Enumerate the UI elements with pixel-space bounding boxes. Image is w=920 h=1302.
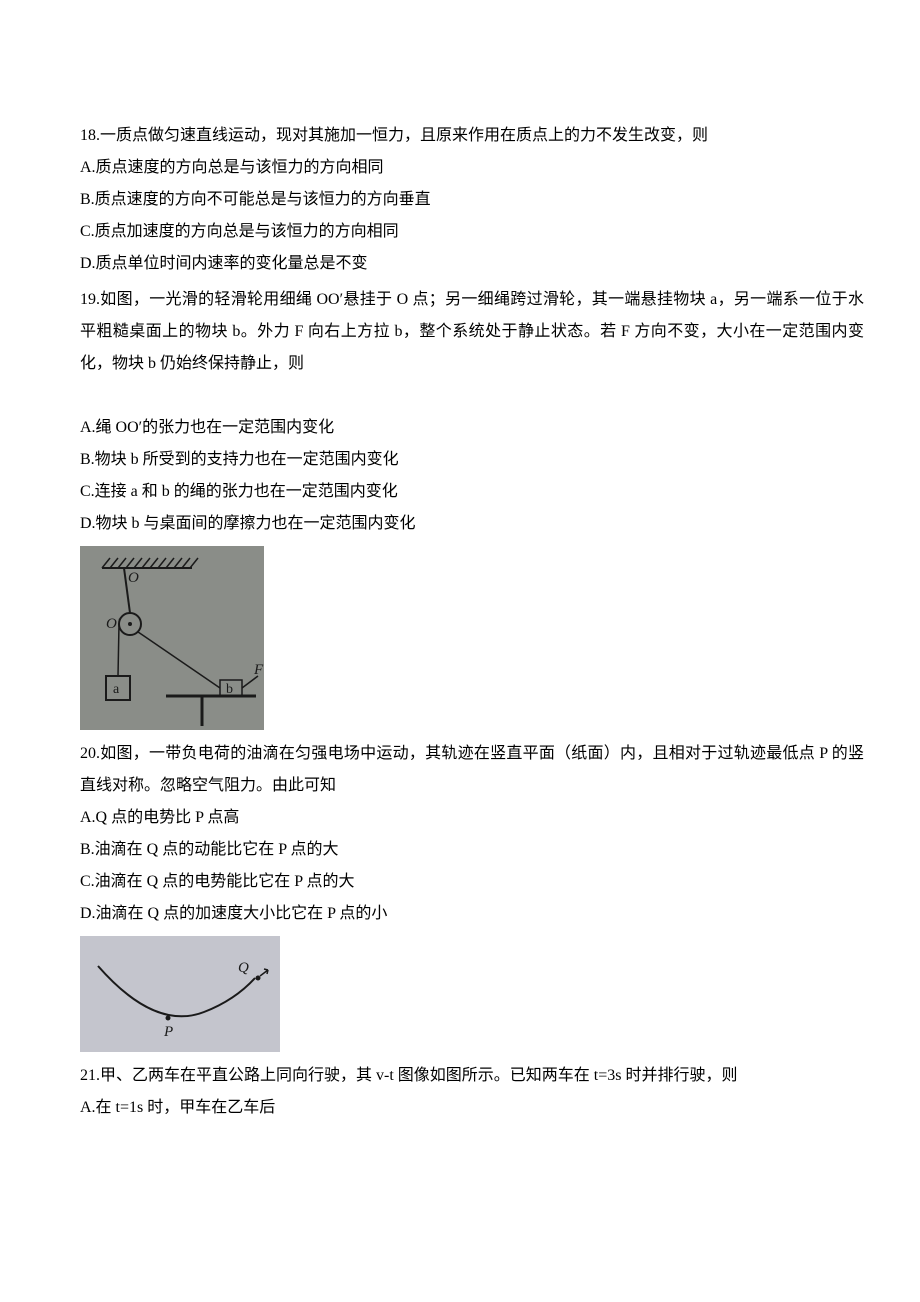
q19-figure: O O′ a b F	[80, 546, 864, 730]
svg-text:Q: Q	[238, 960, 249, 976]
question-21: 21.甲、乙两车在平直公路上同向行驶，其 v-t 图像如图所示。已知两车在 t=…	[80, 1060, 864, 1124]
q21-option-a: A.在 t=1s 时，甲车在乙车后	[80, 1092, 864, 1124]
q20-figure: P Q	[80, 936, 864, 1052]
svg-text:a: a	[113, 682, 120, 697]
q18-stem: 18.一质点做匀速直线运动，现对其施加一恒力，且原来作用在质点上的力不发生改变，…	[80, 120, 864, 152]
q20-option-a: A.Q 点的电势比 P 点高	[80, 802, 864, 834]
svg-text:b: b	[226, 682, 233, 697]
svg-text:F: F	[253, 662, 264, 678]
question-18: 18.一质点做匀速直线运动，现对其施加一恒力，且原来作用在质点上的力不发生改变，…	[80, 120, 864, 280]
q19-option-b: B.物块 b 所受到的支持力也在一定范围内变化	[80, 444, 864, 476]
q19-stem: 19.如图，一光滑的轻滑轮用细绳 OO′悬挂于 O 点；另一细绳跨过滑轮，其一端…	[80, 284, 864, 380]
q20-diagram-svg: P Q	[80, 936, 280, 1052]
q18-option-b: B.质点速度的方向不可能总是与该恒力的方向垂直	[80, 184, 864, 216]
q19-option-a: A.绳 OO′的张力也在一定范围内变化	[80, 412, 864, 444]
q18-option-d: D.质点单位时间内速率的变化量总是不变	[80, 248, 864, 280]
q19-diagram-svg: O O′ a b F	[80, 546, 264, 730]
q19-option-c: C.连接 a 和 b 的绳的张力也在一定范围内变化	[80, 476, 864, 508]
q18-option-c: C.质点加速度的方向总是与该恒力的方向相同	[80, 216, 864, 248]
q21-stem: 21.甲、乙两车在平直公路上同向行驶，其 v-t 图像如图所示。已知两车在 t=…	[80, 1060, 864, 1092]
q18-option-a: A.质点速度的方向总是与该恒力的方向相同	[80, 152, 864, 184]
q20-stem: 20.如图，一带负电荷的油滴在匀强电场中运动，其轨迹在竖直平面（纸面）内，且相对…	[80, 738, 864, 802]
svg-text:O: O	[128, 570, 139, 586]
question-19: 19.如图，一光滑的轻滑轮用细绳 OO′悬挂于 O 点；另一细绳跨过滑轮，其一端…	[80, 284, 864, 730]
q19-option-d: D.物块 b 与桌面间的摩擦力也在一定范围内变化	[80, 508, 864, 540]
svg-text:O′: O′	[106, 616, 121, 632]
q20-option-d: D.油滴在 Q 点的加速度大小比它在 P 点的小	[80, 898, 864, 930]
svg-text:P: P	[163, 1024, 173, 1040]
q20-option-b: B.油滴在 Q 点的动能比它在 P 点的大	[80, 834, 864, 866]
q20-option-c: C.油滴在 Q 点的电势能比它在 P 点的大	[80, 866, 864, 898]
question-20: 20.如图，一带负电荷的油滴在匀强电场中运动，其轨迹在竖直平面（纸面）内，且相对…	[80, 738, 864, 1052]
